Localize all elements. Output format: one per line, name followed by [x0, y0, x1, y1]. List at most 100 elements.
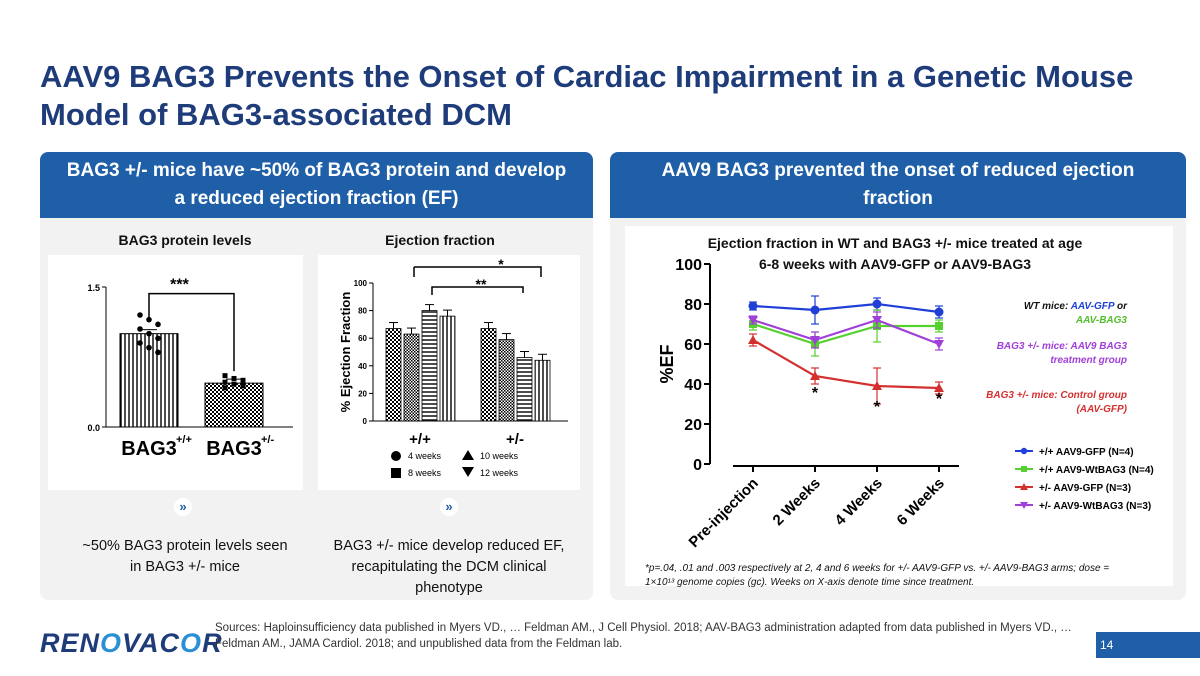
legend-marker: [391, 468, 401, 478]
series-line: [752, 339, 940, 390]
bar: [498, 339, 515, 422]
data-point: [231, 381, 237, 387]
bar: [516, 357, 533, 422]
chevron-down-icon: »: [174, 498, 192, 516]
footnote: *p=.04, .01 and .003 respectively at 2, …: [645, 563, 1110, 588]
bar: [534, 359, 551, 422]
legend-label: +/+ AAV9-GFP (N=4): [1039, 447, 1134, 458]
data-point: [935, 322, 943, 330]
annotation-part: AAV-BAG3: [1075, 315, 1128, 326]
legend-marker: [1020, 447, 1028, 455]
line-chart-title: Ejection fraction in WT and BAG3 +/- mic…: [707, 235, 1083, 272]
legend-marker: [1021, 466, 1027, 472]
significance-bracket: [414, 266, 542, 277]
legend-label: 12 weeks: [480, 468, 519, 478]
data-point: [146, 344, 152, 351]
data-point: [934, 307, 944, 317]
chevron-down-icon: »: [440, 498, 458, 516]
annotation-part: (AAV-GFP): [1076, 404, 1127, 415]
y-tick-label: 60: [684, 337, 702, 354]
y-tick-label: 60: [358, 334, 367, 343]
protein-chart-frame: 0.0 1.5 BAG3 +/+ BAG3 +/- ***: [48, 255, 303, 490]
significance-label: *: [498, 256, 504, 272]
data-point: [934, 340, 944, 349]
x-tick-label: 4 Weeks: [832, 475, 886, 529]
ef-bar-chart-frame: 0 20 40 60 80 100% Ejection Fraction +/+ +/- * **…: [318, 255, 580, 490]
bar: [480, 328, 497, 422]
series-line: [752, 322, 939, 346]
data-point: [155, 335, 161, 342]
ef-line-chart: 0 20 40 60 80 100 %EF Pre-injection 2 Weeks 4 Wee…: [657, 257, 1154, 551]
annotation: treatment group: [1050, 355, 1127, 366]
y-tick-label: 20: [684, 417, 702, 434]
data-point: [137, 340, 143, 346]
x-tick-label: BAG3: [121, 438, 177, 460]
data-point: [810, 371, 820, 380]
left-panel-header: BAG3 +/- mice have ~50% of BAG3 protein …: [40, 152, 593, 218]
x-tick-superscript: +/-: [261, 434, 274, 446]
renovacor-logo: RENOVACOR: [40, 628, 223, 658]
bar: [421, 310, 438, 422]
legend-marker: [462, 467, 474, 477]
sources-text: Sources: Haploinsufficiency data publish…: [215, 622, 1072, 650]
page-number: 14: [1096, 632, 1200, 658]
data-point: [748, 335, 758, 344]
data-point: [231, 375, 237, 381]
data-point: [155, 349, 161, 356]
legend-marker: [1020, 483, 1028, 490]
legend-label: +/+ AAV9-WtBAG3 (N=4): [1039, 465, 1154, 476]
significance-label: *: [936, 391, 943, 408]
y-tick-label: 0: [693, 457, 702, 474]
x-tick-label: Pre-injection: [686, 475, 762, 551]
data-point: [810, 305, 820, 315]
data-point: [240, 383, 246, 389]
ef-caption: BAG3 +/- mice develop reduced EF, recapi…: [333, 538, 565, 596]
data-point: [872, 299, 882, 309]
significance-bracket: [431, 286, 524, 295]
data-point: [222, 379, 228, 385]
protein-subhead: BAG3 protein levels: [118, 232, 252, 248]
annotation-part: BAG3 +/- mice: AAV9 BAG3: [997, 341, 1128, 352]
legend-label: 10 weeks: [480, 451, 519, 461]
bar: [439, 315, 456, 422]
data-point: [137, 312, 143, 318]
data-point: [137, 326, 143, 332]
legend-label: +/- AAV9-GFP (N=3): [1039, 483, 1131, 494]
annotation: AAV-BAG3: [1075, 315, 1128, 326]
legend-label: 4 weeks: [408, 451, 442, 461]
x-tick-label: BAG3: [206, 438, 262, 460]
legend-marker: [462, 450, 474, 460]
y-tick-label: 40: [358, 362, 367, 371]
y-tick-label: 1.5: [87, 283, 100, 293]
data-point: [748, 316, 758, 325]
data-point: [222, 385, 228, 391]
line-chart-frame: 0 20 40 60 80 100 %EF Pre-injection 2 Weeks 4 Wee…: [625, 226, 1173, 586]
bar: [204, 382, 264, 428]
significance-label: *: [874, 399, 881, 416]
legend-marker: [391, 451, 401, 461]
y-axis-label: %EF: [657, 344, 677, 383]
data-point: [222, 373, 228, 379]
annotation-part: AAV-GFP: [1070, 301, 1115, 312]
ef-subhead: Ejection fraction: [385, 232, 495, 248]
annotation: BAG3 +/- mice: Control group: [986, 390, 1127, 401]
data-point: [810, 336, 820, 345]
legend-label: +/- AAV9-WtBAG3 (N=3): [1039, 501, 1151, 512]
significance-label: ***: [170, 277, 189, 294]
data-point: [748, 301, 758, 311]
legend-label: 8 weeks: [408, 468, 442, 478]
data-point: [146, 330, 152, 337]
x-tick-label: 2 Weeks: [770, 475, 824, 529]
data-point: [872, 316, 882, 325]
y-tick-label: 100: [354, 279, 368, 288]
annotation: WT mice: AAV-GFP or: [1024, 301, 1128, 312]
data-point: [155, 321, 161, 328]
series-line: [752, 318, 940, 346]
group-label: +/-: [506, 431, 524, 448]
annotation-part: WT mice:: [1024, 301, 1071, 312]
data-point: [872, 381, 882, 390]
group-label: +/+: [409, 431, 431, 448]
data-point: [934, 383, 944, 392]
